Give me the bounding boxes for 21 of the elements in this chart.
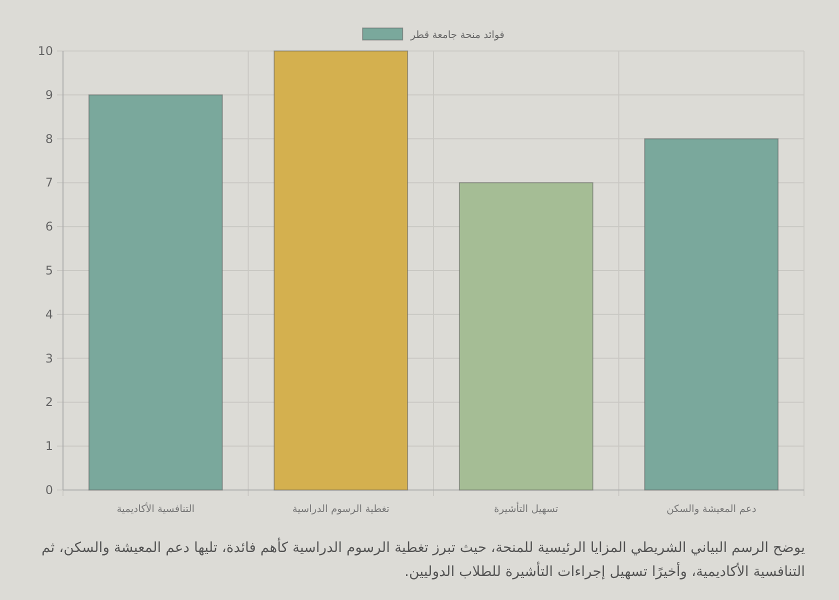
y-tick-label: 7 — [45, 176, 53, 190]
y-tick-label: 1 — [45, 439, 53, 454]
x-tick-label: دعم المعيشة والسكن — [666, 504, 756, 515]
y-tick-label: 4 — [45, 307, 53, 322]
y-tick-label: 8 — [45, 132, 53, 146]
x-tick-label: تغطية الرسوم الدراسية — [292, 504, 390, 515]
y-tick-label: 10 — [38, 44, 53, 58]
x-tick-label: تسهيل التأشيرة — [494, 501, 558, 515]
y-tick-label: 6 — [45, 220, 53, 234]
x-tick-label: التنافسية الأكاديمية — [116, 502, 195, 515]
y-tick-label: 3 — [45, 351, 53, 366]
bar — [644, 138, 779, 490]
y-tick-label: 0 — [45, 483, 53, 497]
bar — [274, 50, 408, 490]
y-tick-label: 5 — [45, 264, 53, 278]
y-tick-label: 2 — [45, 395, 53, 410]
text: يوضح الرسم البياني الشريطي المزايا الرئيسية للمنحة، حيث تبرز تغطية الرسوم الدراسية كأهم فائدة، تليها دعم المعيشة والسكن، ثم التنافسية الأكاديمية، وأخيرًا تسهيل إجراءات التأشيرة للطلاب الدوليين. — [40, 536, 805, 582]
bar — [88, 94, 223, 490]
y-tick-label: 9 — [45, 88, 53, 102]
bar — [458, 182, 594, 490]
legend-label: فوائد منحة جامعة قطر — [410, 30, 505, 41]
